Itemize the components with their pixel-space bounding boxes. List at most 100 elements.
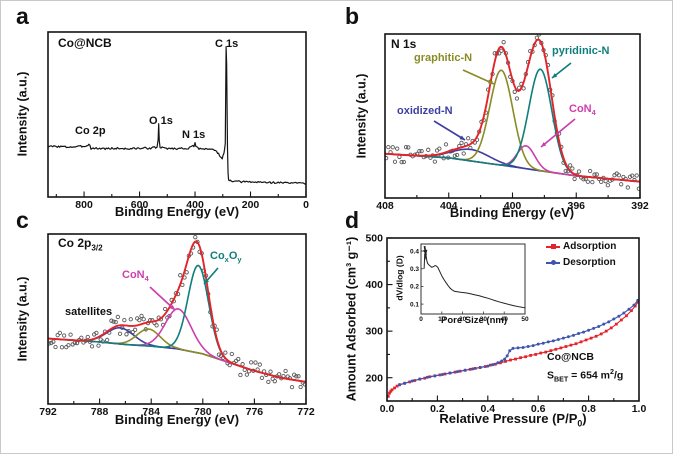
raw-data-point (223, 350, 228, 355)
adsorption-point (539, 351, 543, 355)
inset-tick-label: 10 (438, 316, 446, 323)
desorption-point (566, 335, 570, 339)
tick-label: 300 (365, 326, 383, 338)
raw-data-point (536, 34, 542, 37)
component-label-con4: CoN4 (569, 103, 596, 118)
desorption-point (521, 345, 525, 349)
tick-label: 404 (440, 200, 458, 212)
raw-data-point (390, 145, 395, 150)
circle-marker-icon (550, 260, 556, 265)
component-label-con4-c: CoN4 (122, 269, 149, 284)
desorption-point (433, 374, 437, 378)
adsorption-point (390, 388, 394, 392)
adsorption-point (549, 349, 553, 353)
raw-data-point (459, 140, 464, 146)
raw-data-point (53, 344, 58, 350)
desorption-point (636, 298, 639, 302)
desorption-point (556, 338, 560, 342)
raw-data-point (89, 344, 95, 349)
raw-data-point (272, 379, 277, 384)
tick-label: 0.0 (380, 403, 395, 415)
inset-y-axis-label: dV/dlog (D) (394, 255, 405, 301)
desorption-point (582, 330, 586, 334)
inset-tick-label: 20 (459, 316, 467, 323)
raw-data-point (432, 159, 438, 164)
tick-label: 772 (297, 406, 315, 418)
adsorption-legend-marker (546, 244, 560, 249)
desorption-point (632, 303, 636, 307)
annotation-arrowhead (488, 79, 494, 84)
desorption-point (622, 311, 626, 315)
raw-data-point (592, 172, 597, 177)
tick-label: 0.2 (430, 403, 445, 415)
raw-data-point (113, 319, 118, 325)
region-label-n1s: N 1s (391, 37, 417, 51)
fit-component-pyridinic-n (385, 68, 640, 183)
tick-label: 400 (365, 279, 383, 291)
adsorption-point (544, 350, 548, 354)
desorption-point (541, 341, 545, 345)
annotation-arrow (462, 69, 495, 85)
desorption-point (587, 328, 591, 332)
tick-label: 788 (91, 406, 109, 418)
adsorption-point (604, 329, 608, 333)
raw-data-point (51, 339, 56, 344)
tick-label: 776 (246, 406, 264, 418)
panel-c-data (48, 235, 306, 390)
adsorption-point (609, 326, 613, 330)
raw-data-point (386, 145, 391, 150)
adsorption-point (614, 322, 618, 326)
desorption-point (496, 361, 500, 365)
raw-data-point (603, 179, 608, 184)
panel-b-data (385, 34, 640, 191)
raw-data-point (178, 273, 183, 278)
raw-data-point (141, 317, 146, 322)
desorption-point (505, 354, 509, 358)
panel-letter-a: a (16, 3, 29, 29)
tick-label: 200 (242, 199, 260, 211)
tick-label: 200 (365, 372, 383, 384)
raw-data-point (563, 168, 568, 174)
raw-data-point (570, 166, 575, 171)
raw-data-point (289, 384, 295, 390)
desorption-point (617, 314, 621, 318)
raw-data-point (154, 323, 159, 328)
raw-data-point (454, 152, 460, 158)
raw-data-point (437, 146, 442, 151)
survey-spectrum-line (48, 46, 306, 185)
inset-tick-label: 0.3 (410, 266, 419, 273)
raw-data-point (124, 332, 129, 337)
raw-data-point (636, 186, 640, 191)
desorption-point (448, 371, 452, 375)
raw-data-point (59, 345, 65, 350)
component-label-graphitic-n: graphitic-N (414, 52, 473, 64)
desorption-point (612, 317, 616, 321)
inset-frame (420, 243, 526, 315)
raw-data-point (253, 360, 258, 365)
raw-data-point (139, 313, 144, 319)
panel-letter-c: c (16, 207, 29, 233)
raw-data-point (128, 317, 133, 322)
desorption-point (471, 367, 475, 371)
panel-d-x-axis-label: Relative Pressure (P/P0) (439, 411, 587, 429)
raw-data-point (403, 144, 409, 150)
desorption-legend-label: Desorption (563, 257, 616, 268)
desorption-point (403, 381, 407, 385)
desorption-point (597, 324, 601, 328)
tick-label: 400 (186, 199, 204, 211)
tick-label: 780 (194, 406, 212, 418)
raw-data-point (270, 376, 275, 382)
tick-label: 0 (303, 199, 309, 211)
adsorption-point (393, 386, 396, 390)
component-label-pyridinic-n: pyridinic-N (552, 45, 610, 57)
tick-label: 500 (365, 233, 383, 245)
desorption-point (486, 364, 490, 368)
desorption-point (478, 365, 482, 369)
tick-label: 396 (567, 200, 585, 212)
adsorption-point (569, 343, 573, 347)
raw-data-point (298, 384, 303, 390)
adsorption-point (529, 353, 533, 357)
tick-label: 0.6 (531, 403, 546, 415)
